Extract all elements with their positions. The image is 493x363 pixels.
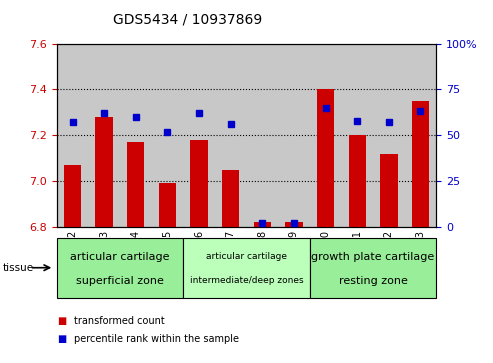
Bar — [190, 140, 208, 227]
Text: transformed count: transformed count — [74, 316, 165, 326]
Bar — [341, 44, 373, 227]
Bar — [380, 154, 397, 227]
Bar — [57, 238, 183, 298]
Bar — [246, 44, 278, 227]
Text: articular cartilage: articular cartilage — [206, 252, 287, 261]
Bar — [215, 44, 246, 227]
Bar — [183, 44, 215, 227]
Bar — [159, 183, 176, 227]
Text: superficial zone: superficial zone — [76, 276, 164, 286]
Bar — [412, 101, 429, 227]
Bar — [278, 44, 310, 227]
Bar — [120, 44, 152, 227]
Bar — [253, 222, 271, 227]
Text: intermediate/deep zones: intermediate/deep zones — [190, 276, 303, 285]
Text: ■: ■ — [57, 334, 66, 344]
Bar — [349, 135, 366, 227]
Text: tissue: tissue — [2, 263, 34, 273]
Text: percentile rank within the sample: percentile rank within the sample — [74, 334, 239, 344]
Bar — [405, 44, 436, 227]
Text: resting zone: resting zone — [339, 276, 408, 286]
Bar — [285, 222, 303, 227]
Bar — [310, 44, 341, 227]
Bar — [88, 44, 120, 227]
Text: ■: ■ — [57, 316, 66, 326]
Bar — [96, 117, 113, 227]
Bar — [317, 89, 334, 227]
Bar — [64, 165, 81, 227]
Text: growth plate cartilage: growth plate cartilage — [312, 252, 435, 262]
Bar — [152, 44, 183, 227]
Bar — [222, 170, 240, 227]
Bar — [57, 44, 88, 227]
Text: articular cartilage: articular cartilage — [70, 252, 170, 262]
Text: GDS5434 / 10937869: GDS5434 / 10937869 — [113, 13, 262, 27]
Bar — [127, 142, 144, 227]
Bar — [183, 238, 310, 298]
Bar — [373, 44, 405, 227]
Bar — [310, 238, 436, 298]
